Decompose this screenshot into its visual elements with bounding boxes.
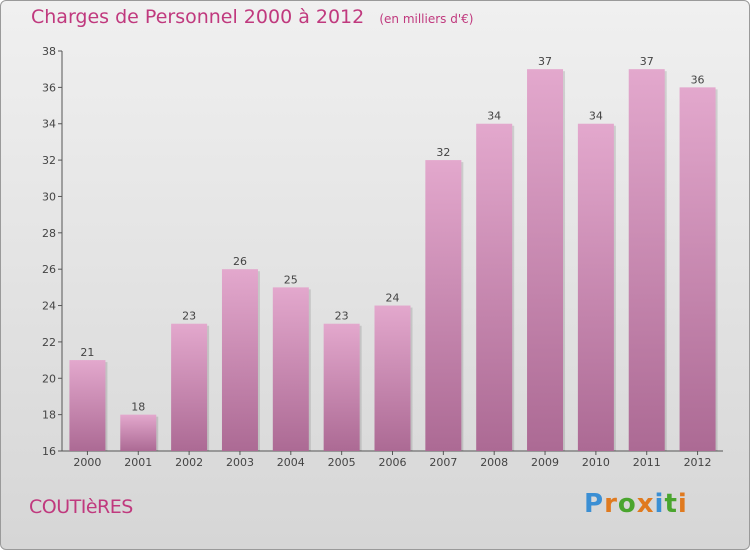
- x-tick-label: 2004: [277, 456, 305, 469]
- bar: [69, 360, 106, 451]
- x-tick-label: 2009: [531, 456, 559, 469]
- data-label: 32: [436, 146, 450, 159]
- bar: [628, 69, 665, 451]
- y-tick-label: 28: [42, 227, 56, 240]
- logo-letter: o: [617, 489, 637, 519]
- axes: 16 18 20 22 24 26 28 30 32 34 36 38 2000 2001 2002 2003…: [42, 45, 723, 469]
- data-label: 34: [589, 110, 603, 123]
- y-tick-label: 22: [42, 336, 56, 349]
- logo-letter: i: [677, 489, 688, 519]
- data-label: 24: [386, 292, 400, 305]
- data-label: 23: [182, 310, 196, 323]
- x-tick-label: 2000: [73, 456, 101, 469]
- logo-letter: i: [654, 489, 665, 519]
- y-tick-label: 30: [42, 190, 56, 203]
- y-tick-label: 38: [42, 45, 56, 58]
- y-tick-label: 34: [42, 118, 56, 131]
- bar: [679, 87, 716, 451]
- logo-letter: r: [604, 489, 618, 519]
- x-tick-label: 2011: [633, 456, 661, 469]
- data-label: 26: [233, 255, 247, 268]
- bar: [425, 160, 462, 451]
- y-tick-label: 32: [42, 154, 56, 167]
- data-label: 37: [640, 55, 654, 68]
- commune-name: COUTIèRES: [29, 496, 133, 518]
- bar: [272, 287, 309, 451]
- bar: [374, 305, 411, 451]
- proxiti-logo: Proxiti: [584, 489, 688, 519]
- logo-letter: P: [584, 489, 605, 519]
- x-tick-label: 2002: [175, 456, 203, 469]
- data-label: 36: [691, 73, 705, 86]
- y-tick-label: 18: [42, 409, 56, 422]
- bar: [476, 123, 513, 452]
- bars: [69, 69, 718, 452]
- data-label: 37: [538, 55, 552, 68]
- data-label: 34: [487, 110, 501, 123]
- y-tick-label: 24: [42, 300, 56, 313]
- chart-title: Charges de Personnel 2000 à 2012: [31, 6, 365, 28]
- bar: [120, 414, 157, 451]
- data-label: 25: [284, 273, 298, 286]
- x-tick-label: 2001: [124, 456, 152, 469]
- data-label: 18: [131, 401, 145, 414]
- y-tick-label: 26: [42, 263, 56, 276]
- y-tick-label: 16: [42, 445, 56, 458]
- x-tick-label: 2005: [328, 456, 356, 469]
- x-tick-label: 2012: [684, 456, 712, 469]
- data-label: 21: [80, 346, 94, 359]
- x-tick-label: 2003: [226, 456, 254, 469]
- x-tick-label: 2007: [429, 456, 457, 469]
- title-row: Charges de Personnel 2000 à 2012 (en mil…: [31, 6, 473, 28]
- y-tick-label: 20: [42, 372, 56, 385]
- x-tick-label: 2006: [379, 456, 407, 469]
- logo-letter: x: [636, 489, 655, 519]
- bar: [577, 123, 614, 452]
- logo-letter: t: [664, 489, 678, 519]
- x-tick-label: 2010: [582, 456, 610, 469]
- y-tick-label: 36: [42, 81, 56, 94]
- bar: [323, 323, 360, 451]
- bar: [171, 323, 208, 451]
- data-label: 23: [335, 310, 349, 323]
- value-labels: 21 18 23 26 25 23 24 32 34 37 34 37 36: [80, 55, 704, 413]
- chart-subtitle: (en milliers d'€): [379, 12, 474, 26]
- x-tick-label: 2008: [480, 456, 508, 469]
- bar: [221, 269, 258, 451]
- bar: [527, 69, 564, 451]
